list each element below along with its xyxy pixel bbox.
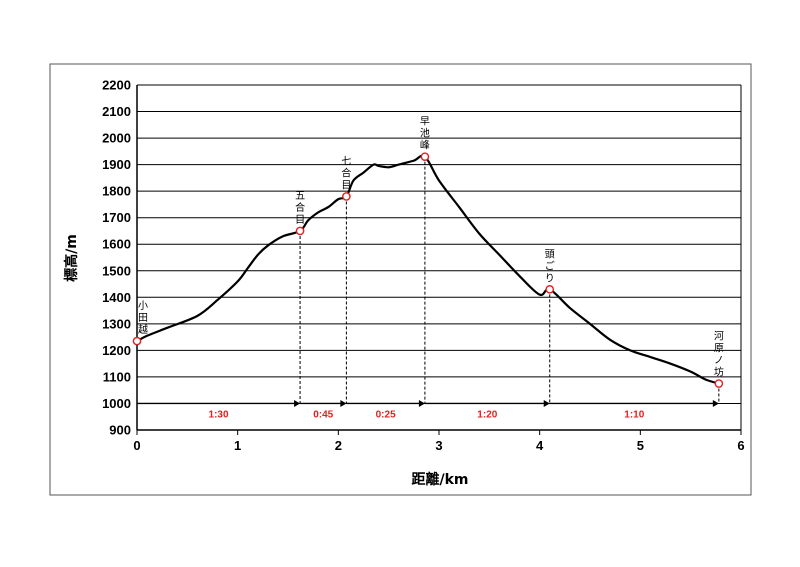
waypoint-marker xyxy=(132,336,142,346)
y-tick-label: 1200 xyxy=(102,343,131,358)
x-tick-label: 3 xyxy=(435,438,442,453)
waypoint-label: 五合目 xyxy=(295,191,305,226)
x-tick-label: 6 xyxy=(737,438,744,453)
segment-arrows xyxy=(137,399,719,407)
segment-time-label: 1:20 xyxy=(477,409,497,420)
y-tick-label: 1700 xyxy=(102,210,131,225)
x-tick-label: 0 xyxy=(133,438,140,453)
segment-arrow-head xyxy=(418,399,425,407)
y-tick-label: 1600 xyxy=(102,237,131,252)
segment-arrow-head xyxy=(712,399,719,407)
y-tick-label: 1300 xyxy=(102,316,131,331)
plot-frame xyxy=(136,85,742,431)
x-tick-label: 5 xyxy=(637,438,644,453)
chart-border xyxy=(49,63,752,496)
x-tick-label: 2 xyxy=(335,438,342,453)
y-tick-label: 2000 xyxy=(102,131,131,146)
waypoint-label: 早池峰 xyxy=(420,116,430,152)
segment-time-label: 0:45 xyxy=(313,409,333,420)
waypoint-marker xyxy=(342,192,351,201)
waypoint-marker xyxy=(295,226,305,236)
waypoint-marker xyxy=(714,379,724,388)
y-tick-label: 1100 xyxy=(103,369,131,384)
y-tick-label: 1500 xyxy=(102,263,131,278)
y-tick-label: 1900 xyxy=(102,157,131,172)
segment-arrow-head xyxy=(543,399,550,407)
segment-arrow-head xyxy=(294,399,301,407)
y-axis-ticks: 900 1000 1100 1200 1300 1400 1500 1600 1700 1800 1… xyxy=(102,78,131,438)
y-tick-label: 1000 xyxy=(102,396,131,411)
waypoint-label: 七合目 xyxy=(341,155,351,191)
waypoint-label: 小田越 xyxy=(138,300,148,336)
segment-time-label: 1:30 xyxy=(209,409,229,420)
segment-time-label: 1:10 xyxy=(624,409,644,420)
grid xyxy=(137,84,741,431)
x-axis-title: 距離/km xyxy=(411,471,468,488)
x-tick-label: 4 xyxy=(536,438,544,453)
x-tick-label: 1 xyxy=(234,438,241,453)
y-tick-label: 1800 xyxy=(102,184,131,199)
waypoint-marker xyxy=(545,285,555,294)
waypoint-markers xyxy=(132,152,724,388)
waypoint-label: 頭ごり xyxy=(545,248,555,284)
y-tick-label: 2100 xyxy=(102,104,131,119)
y-tick-label: 1400 xyxy=(102,290,131,305)
x-axis-ticks: 0 1 2 3 4 5 6 xyxy=(133,430,745,453)
waypoint-label: 河原ノ坊 xyxy=(714,331,724,379)
waypoint-marker xyxy=(420,152,430,161)
y-tick-label: 2200 xyxy=(102,78,131,93)
y-tick-label: 900 xyxy=(109,423,131,438)
elevation-line xyxy=(136,154,720,385)
y-axis-title: 標高/m xyxy=(63,234,80,282)
segment-time-label: 0:25 xyxy=(376,409,396,420)
segment-time-labels: 1:30 0:45 0:25 1:20 1:10 xyxy=(209,409,645,420)
segment-arrow-head xyxy=(340,399,347,407)
waypoint-guide-lines xyxy=(299,156,720,404)
